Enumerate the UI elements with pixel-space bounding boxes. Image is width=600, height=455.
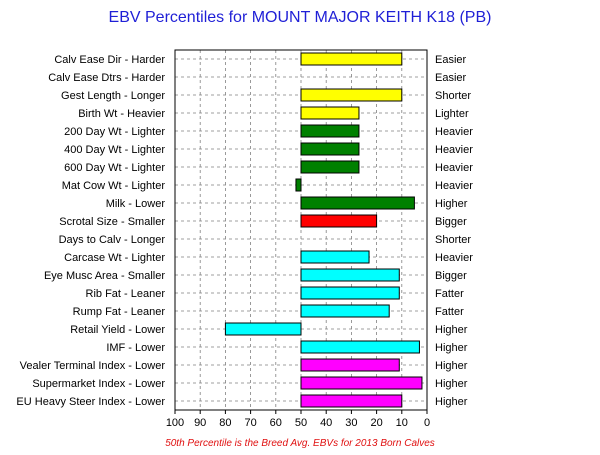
- grid-lines: [175, 50, 427, 410]
- trait-label-left: Carcase Wt - Lighter: [64, 252, 165, 264]
- chart-title: EBV Percentiles for MOUNT MAJOR KEITH K1…: [109, 9, 492, 26]
- trait-label-right: Fatter: [435, 306, 464, 318]
- trait-label-left: EU Heavy Steer Index - Lower: [16, 396, 165, 408]
- bar: [300, 268, 400, 282]
- bar: [300, 160, 360, 174]
- bar: [224, 322, 302, 336]
- bar: [300, 286, 400, 300]
- trait-label-right: Heavier: [435, 162, 473, 174]
- trait-label-left: Calv Ease Dtrs - Harder: [48, 72, 165, 84]
- trait-label-left: Rib Fat - Leaner: [86, 288, 166, 300]
- trait-label-right: Shorter: [435, 234, 471, 246]
- x-tick-label: 50: [295, 417, 307, 429]
- trait-label-left: 200 Day Wt - Lighter: [64, 126, 165, 138]
- trait-label-left: Scrotal Size - Smaller: [59, 216, 165, 228]
- bar: [295, 178, 302, 192]
- trait-label-right: Higher: [435, 396, 468, 408]
- trait-label-left: Calv Ease Dir - Harder: [54, 54, 165, 66]
- trait-label-right: Heavier: [435, 252, 473, 264]
- bar: [300, 52, 403, 66]
- x-tick-label: 70: [244, 417, 256, 429]
- trait-label-left: 600 Day Wt - Lighter: [64, 162, 165, 174]
- x-tick-label: 100: [166, 417, 184, 429]
- trait-label-right: Shorter: [435, 90, 471, 102]
- left-trait-labels: Calv Ease Dir - Harder Calv Ease Dtrs - H…: [16, 54, 165, 408]
- x-tick-label: 80: [219, 417, 231, 429]
- trait-label-right: Heavier: [435, 144, 473, 156]
- trait-label-left: Days to Calv - Longer: [59, 234, 166, 246]
- trait-label-right: Higher: [435, 198, 468, 210]
- bar: [300, 358, 400, 372]
- trait-label-left: Rump Fat - Leaner: [73, 306, 166, 318]
- bars: [224, 52, 423, 408]
- trait-label-left: Supermarket Index - Lower: [32, 378, 165, 390]
- trait-label-left: Birth Wt - Heavier: [78, 108, 165, 120]
- x-tick-label: 30: [345, 417, 357, 429]
- bar: [300, 304, 390, 318]
- x-tick-label: 90: [194, 417, 206, 429]
- trait-label-left: Mat Cow Wt - Lighter: [62, 180, 166, 192]
- trait-label-right: Higher: [435, 378, 468, 390]
- x-tick-label: 60: [270, 417, 282, 429]
- trait-label-right: Higher: [435, 342, 468, 354]
- trait-label-right: Heavier: [435, 126, 473, 138]
- trait-label-left: Gest Length - Longer: [61, 90, 165, 102]
- right-trait-labels: Easier Easier Shorter Lighter Heavier Heavier…: [435, 54, 473, 408]
- trait-label-right: Higher: [435, 324, 468, 336]
- trait-label-right: Bigger: [435, 270, 467, 282]
- trait-label-right: Lighter: [435, 108, 469, 120]
- trait-label-right: Fatter: [435, 288, 464, 300]
- footnote: 50th Percentile is the Breed Avg. EBVs f…: [165, 438, 435, 449]
- trait-label-left: 400 Day Wt - Lighter: [64, 144, 165, 156]
- bar: [300, 340, 420, 354]
- bar: [300, 394, 403, 408]
- x-tick-label: 0: [424, 417, 430, 429]
- bar: [300, 142, 360, 156]
- bar: [300, 376, 423, 390]
- bar: [300, 250, 370, 264]
- bar: [300, 214, 378, 228]
- trait-label-left: IMF - Lower: [106, 342, 165, 354]
- bar: [300, 124, 360, 138]
- trait-label-left: Vealer Terminal Index - Lower: [20, 360, 166, 372]
- bar: [300, 196, 415, 210]
- trait-label-right: Easier: [435, 72, 467, 84]
- x-axis-ticks: 100 90 80 70 60 50 40 30 20 10 0: [166, 410, 430, 429]
- x-tick-label: 10: [396, 417, 408, 429]
- x-tick-label: 40: [320, 417, 332, 429]
- trait-label-left: Eye Musc Area - Smaller: [44, 270, 165, 282]
- trait-label-left: Retail Yield - Lower: [70, 324, 165, 336]
- trait-label-right: Bigger: [435, 216, 467, 228]
- bar: [300, 106, 360, 120]
- trait-label-right: Heavier: [435, 180, 473, 192]
- trait-label-left: Milk - Lower: [106, 198, 166, 210]
- bar: [300, 88, 403, 102]
- trait-label-right: Higher: [435, 360, 468, 372]
- trait-label-right: Easier: [435, 54, 467, 66]
- x-tick-label: 20: [370, 417, 382, 429]
